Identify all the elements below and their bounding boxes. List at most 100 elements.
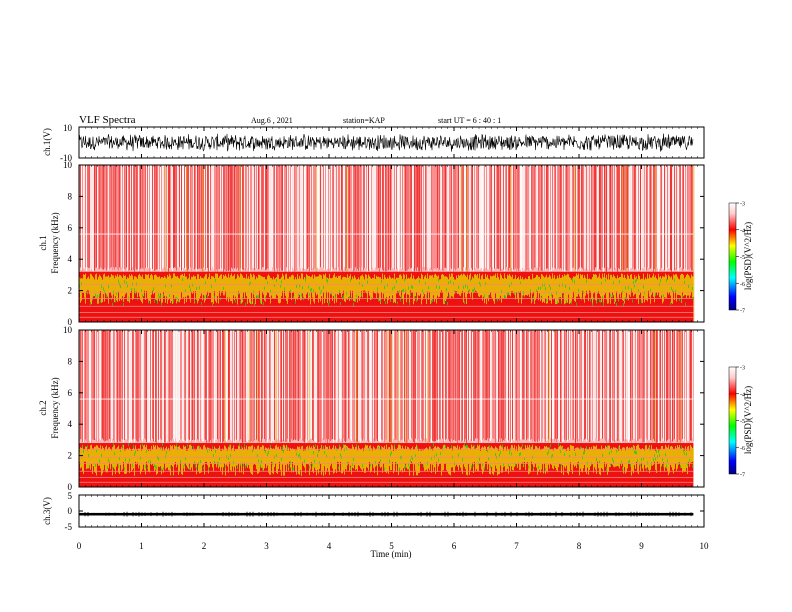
spectrogram-yellow — [483, 447, 484, 473]
spectrogram-column — [413, 165, 414, 269]
spectrogram-yellow — [647, 273, 648, 302]
spectrogram-green — [502, 444, 503, 448]
spectrogram-column — [278, 330, 279, 443]
spectrogram-column — [152, 330, 153, 439]
spectrogram-column — [492, 330, 493, 439]
spectrogram-column — [598, 165, 599, 269]
spectrogram-yellow — [289, 276, 290, 292]
spectrogram-green — [409, 466, 410, 470]
spectrogram-column — [640, 330, 641, 439]
spectrogram-column — [95, 330, 96, 439]
spectrogram-green — [324, 450, 325, 454]
spectrogram-column — [502, 330, 503, 442]
spectrogram-green — [380, 459, 381, 463]
spectrogram-yellow — [344, 276, 345, 302]
spectrogram-column — [653, 330, 654, 440]
spectrogram-yellow — [427, 448, 428, 472]
spectrogram-green — [201, 301, 202, 305]
spectrogram-column — [474, 330, 475, 441]
spectrogram-yellow — [689, 450, 690, 467]
spectrogram-column — [522, 330, 523, 440]
spectrogram-column — [460, 330, 461, 441]
spectrogram-yellow — [179, 445, 180, 472]
spectrogram-green — [528, 465, 529, 469]
ch2-colorbar-ticks: -3-4-5-6-7 — [736, 366, 745, 479]
spectrogram-yellow — [233, 445, 234, 472]
spectrogram-column — [444, 165, 445, 269]
spectrogram-yellow — [288, 278, 289, 298]
spectrogram-column — [573, 165, 574, 268]
spectrogram-column — [282, 330, 283, 440]
spectrogram-column — [144, 330, 145, 439]
spectrogram-column — [638, 165, 639, 269]
spectrogram-green — [355, 298, 356, 302]
spectrogram-column — [317, 165, 318, 268]
spectrogram-column — [608, 165, 609, 269]
spectrogram-spike — [692, 165, 695, 322]
spectrogram-yellow — [499, 279, 500, 299]
spectrogram-column — [213, 330, 214, 440]
spectrogram-green — [462, 458, 463, 462]
spectrogram-column — [661, 330, 662, 443]
spectrogram-column — [550, 165, 551, 271]
spectrogram-yellow — [631, 274, 632, 291]
spectrogram-green — [328, 303, 329, 307]
spectrogram-green — [419, 279, 420, 283]
spectrogram-yellow — [541, 449, 542, 470]
spectrogram-yellow — [171, 446, 172, 465]
spectrogram-yellow — [330, 278, 331, 294]
spectrogram-yellow — [299, 446, 300, 475]
spectrogram-column — [523, 165, 524, 271]
spectrogram-column — [147, 165, 148, 268]
spectrogram-column — [656, 165, 657, 268]
spectrogram-yellow — [150, 450, 151, 463]
spectrogram-green — [215, 449, 216, 453]
spectrogram-green — [399, 290, 400, 294]
spectrogram-yellow — [377, 445, 378, 476]
spectrogram-column — [531, 330, 532, 440]
spectrogram-column — [221, 330, 222, 443]
spectrogram-column — [680, 165, 681, 268]
spectrogram-yellow — [221, 274, 222, 292]
spectrogram-yellow — [563, 276, 564, 294]
spectrogram-yellow — [416, 278, 417, 293]
spectrogram-yellow — [156, 449, 157, 475]
spectrogram-yellow — [338, 448, 339, 463]
spectrogram-yellow — [527, 279, 528, 296]
spectrogram-green — [401, 295, 402, 299]
spectrogram-yellow — [262, 445, 263, 469]
spectrogram-column — [371, 330, 372, 443]
spectrogram-yellow — [565, 275, 566, 304]
spectrogram-column — [570, 165, 571, 271]
spectrogram-green — [356, 294, 357, 298]
spectrogram-yellow — [641, 278, 642, 303]
spectrogram-green — [375, 461, 376, 465]
spectrogram-yellow — [590, 279, 591, 292]
spectrogram-yellow — [546, 274, 547, 304]
spectrogram-yellow — [513, 447, 514, 471]
spectrogram-green — [380, 299, 381, 303]
spectrogram-yellow — [464, 274, 465, 293]
spectrogram-column — [380, 165, 381, 268]
spectrogram-column — [93, 165, 94, 272]
spectrogram-green — [127, 284, 128, 288]
spectrogram-green — [116, 292, 117, 296]
spectrogram-column — [691, 165, 692, 271]
spectrogram-column — [288, 330, 289, 442]
spectrogram-yellow — [675, 274, 676, 292]
spectrogram-yellow — [615, 277, 616, 302]
spectrogram-yellow — [160, 278, 161, 294]
spectrogram-column — [180, 165, 181, 272]
spectrogram-green — [189, 466, 190, 470]
spectrogram-column — [114, 165, 115, 270]
spectrogram-yellow — [314, 274, 315, 304]
spectrogram-column — [357, 330, 358, 443]
spectrogram-column — [160, 165, 161, 272]
spectrogram-yellow — [321, 275, 322, 297]
spectrogram-column — [547, 330, 548, 441]
spectrogram-column — [498, 330, 499, 442]
spectrogram-column — [651, 165, 652, 268]
spectrogram-yellow — [476, 447, 477, 470]
spectrogram-column — [609, 330, 610, 443]
spectrogram-column — [384, 165, 385, 268]
